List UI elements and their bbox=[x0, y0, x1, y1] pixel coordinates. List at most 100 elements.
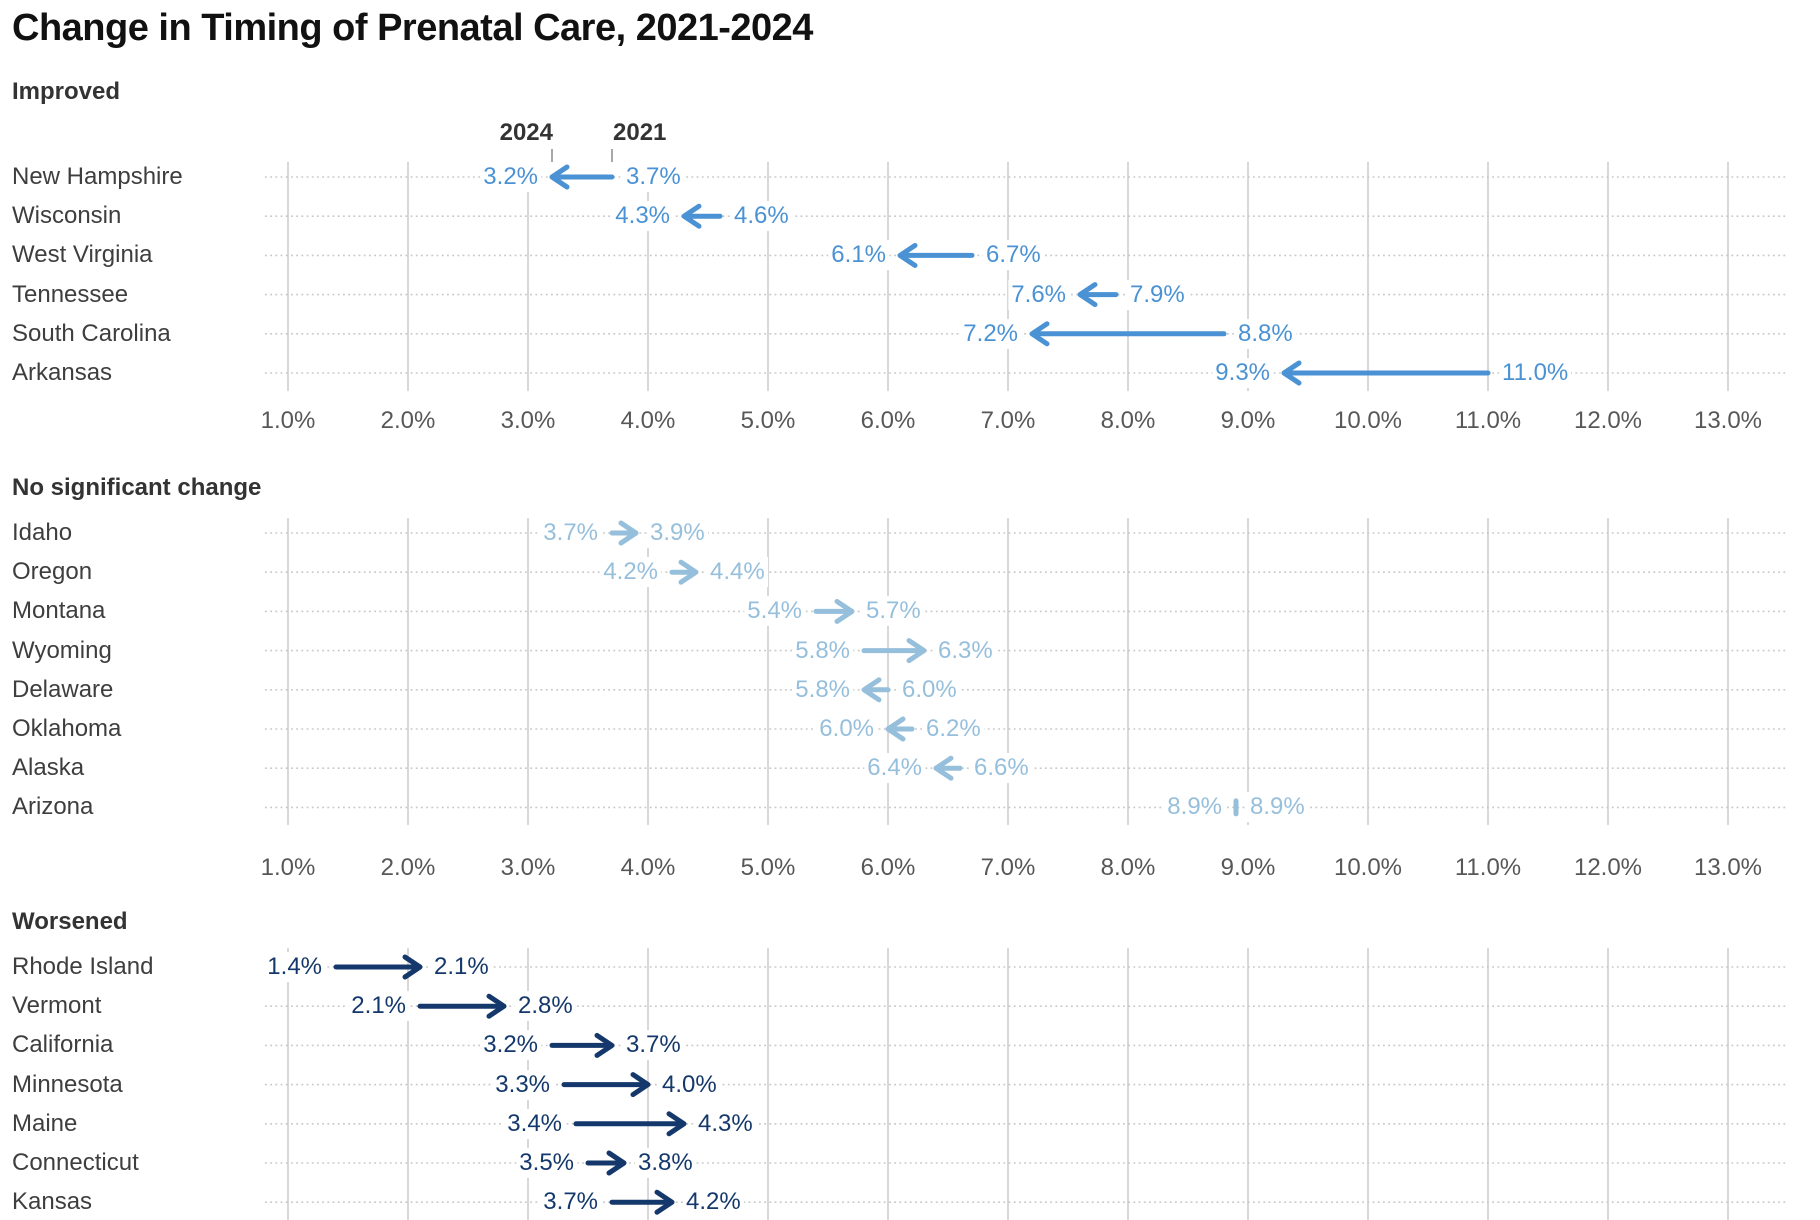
value-label-2024: 4.0% bbox=[659, 1069, 720, 1100]
value-label-2024: 8.9% bbox=[1164, 792, 1225, 823]
value-label-2024: 2.8% bbox=[515, 991, 576, 1022]
value-label-2024: 6.0% bbox=[816, 714, 877, 744]
change-arrow-head bbox=[1029, 321, 1050, 347]
state-label: West Virginia bbox=[12, 241, 153, 269]
section-header: Worsened bbox=[12, 908, 128, 935]
axis-tick-label: 13.0% bbox=[1693, 407, 1763, 434]
value-label-2024: 4.4% bbox=[707, 557, 768, 588]
axis-tick-label: 1.0% bbox=[260, 407, 316, 434]
axis-tick-label: 10.0% bbox=[1333, 854, 1403, 881]
value-label-2024: 3.8% bbox=[635, 1148, 696, 1178]
value-label-2021: 6.0% bbox=[899, 674, 960, 705]
change-arrow-head bbox=[678, 559, 699, 585]
value-label-2021: 6.2% bbox=[923, 714, 984, 744]
value-label-2021: 4.2% bbox=[600, 557, 661, 588]
value-label-2021: 5.4% bbox=[744, 596, 805, 627]
value-label-2021: 11.0% bbox=[1499, 358, 1572, 388]
value-label-2024: 6.4% bbox=[864, 753, 925, 784]
change-arrow-head bbox=[606, 1150, 627, 1176]
state-label: Wisconsin bbox=[12, 202, 122, 230]
axis-tick-label: 2.0% bbox=[380, 407, 436, 434]
change-arrow-head bbox=[402, 954, 423, 980]
change-arrow-head bbox=[885, 716, 906, 742]
section-header: No significant change bbox=[12, 474, 262, 501]
axis-tick-label: 3.0% bbox=[500, 407, 556, 434]
change-arrow-head bbox=[861, 677, 882, 703]
column-header-2021: 2021 bbox=[613, 119, 667, 146]
change-arrow-head bbox=[486, 993, 507, 1019]
state-label: Wyoming bbox=[12, 636, 112, 664]
value-label-2024: 7.6% bbox=[1008, 279, 1069, 310]
axis-tick-label: 3.0% bbox=[500, 854, 556, 881]
value-label-2024: 6.1% bbox=[828, 240, 889, 271]
state-label: Montana bbox=[12, 597, 106, 625]
value-label-2024: 3.9% bbox=[647, 518, 708, 548]
value-label-2024: 4.3% bbox=[612, 201, 673, 232]
value-label-2021: 3.5% bbox=[516, 1148, 577, 1178]
axis-tick-label: 7.0% bbox=[980, 854, 1036, 881]
axis-tick-label: 13.0% bbox=[1693, 854, 1763, 881]
change-arrow-head bbox=[549, 164, 570, 190]
value-label-2024: 9.3% bbox=[1212, 358, 1273, 388]
chart-title: Change in Timing of Prenatal Care, 2021-… bbox=[12, 7, 813, 49]
axis-tick-label: 10.0% bbox=[1333, 407, 1403, 434]
change-arrow-head bbox=[666, 1111, 687, 1137]
value-label-2024: 3.7% bbox=[623, 1030, 684, 1061]
value-label-2021: 7.9% bbox=[1127, 279, 1188, 310]
value-label-2021: 8.9% bbox=[1247, 792, 1308, 823]
value-label-2021: 3.2% bbox=[480, 1030, 541, 1061]
axis-tick-label: 7.0% bbox=[980, 407, 1036, 434]
value-label-2021: 3.4% bbox=[504, 1108, 565, 1139]
state-label: Tennessee bbox=[12, 280, 129, 308]
change-arrow-head bbox=[906, 638, 927, 664]
state-label: Alaska bbox=[12, 754, 85, 782]
axis-tick-label: 2.0% bbox=[380, 854, 436, 881]
change-arrow-head bbox=[897, 242, 918, 268]
value-label-2024: 5.7% bbox=[863, 596, 924, 627]
value-label-2024: 6.3% bbox=[935, 635, 996, 666]
axis-tick-label: 8.0% bbox=[1100, 854, 1156, 881]
value-label-2024: 2.1% bbox=[431, 952, 492, 982]
value-label-2021: 4.6% bbox=[731, 201, 792, 232]
value-label-2021: 1.4% bbox=[264, 952, 325, 982]
value-label-2021: 3.7% bbox=[540, 1187, 601, 1218]
value-label-2024: 3.2% bbox=[480, 162, 541, 192]
value-label-2021: 5.8% bbox=[792, 635, 853, 666]
column-header-2024: 2024 bbox=[499, 119, 553, 146]
state-label: Vermont bbox=[12, 992, 102, 1020]
value-label-2021: 2.1% bbox=[348, 991, 409, 1022]
value-label-2024: 4.3% bbox=[695, 1108, 756, 1139]
axis-tick-label: 6.0% bbox=[860, 854, 916, 881]
state-label: Kansas bbox=[12, 1188, 93, 1216]
change-arrow-head bbox=[933, 755, 954, 781]
state-label: Connecticut bbox=[12, 1149, 139, 1176]
axis-tick-label: 6.0% bbox=[860, 407, 916, 434]
value-label-2021: 6.7% bbox=[983, 240, 1044, 271]
state-label: Idaho bbox=[12, 519, 73, 546]
state-label: Maine bbox=[12, 1109, 78, 1137]
equal-marker bbox=[1233, 798, 1239, 817]
state-label: New Hampshire bbox=[12, 163, 183, 190]
value-label-2021: 3.7% bbox=[540, 518, 601, 548]
change-arrow-head bbox=[630, 1072, 651, 1098]
state-label: Oklahoma bbox=[12, 715, 122, 742]
axis-tick-label: 9.0% bbox=[1220, 854, 1276, 881]
state-label: Arkansas bbox=[12, 359, 113, 386]
axis-tick-label: 9.0% bbox=[1220, 407, 1276, 434]
axis-tick-label: 8.0% bbox=[1100, 407, 1156, 434]
value-label-2021: 6.6% bbox=[971, 753, 1032, 784]
axis-tick-label: 12.0% bbox=[1573, 854, 1643, 881]
change-arrow-head bbox=[1281, 360, 1302, 386]
axis-tick-label: 4.0% bbox=[620, 854, 676, 881]
state-label: South Carolina bbox=[12, 319, 171, 347]
value-label-2021: 3.7% bbox=[623, 162, 684, 192]
change-arrow-head bbox=[654, 1189, 675, 1215]
state-label: Delaware bbox=[12, 675, 114, 703]
axis-tick-label: 5.0% bbox=[740, 854, 796, 881]
axis-tick-label: 12.0% bbox=[1573, 407, 1643, 434]
value-label-2021: 3.3% bbox=[492, 1069, 553, 1100]
state-label: Oregon bbox=[12, 558, 93, 586]
value-label-2024: 4.2% bbox=[683, 1187, 744, 1218]
change-arrow-head bbox=[834, 598, 855, 624]
